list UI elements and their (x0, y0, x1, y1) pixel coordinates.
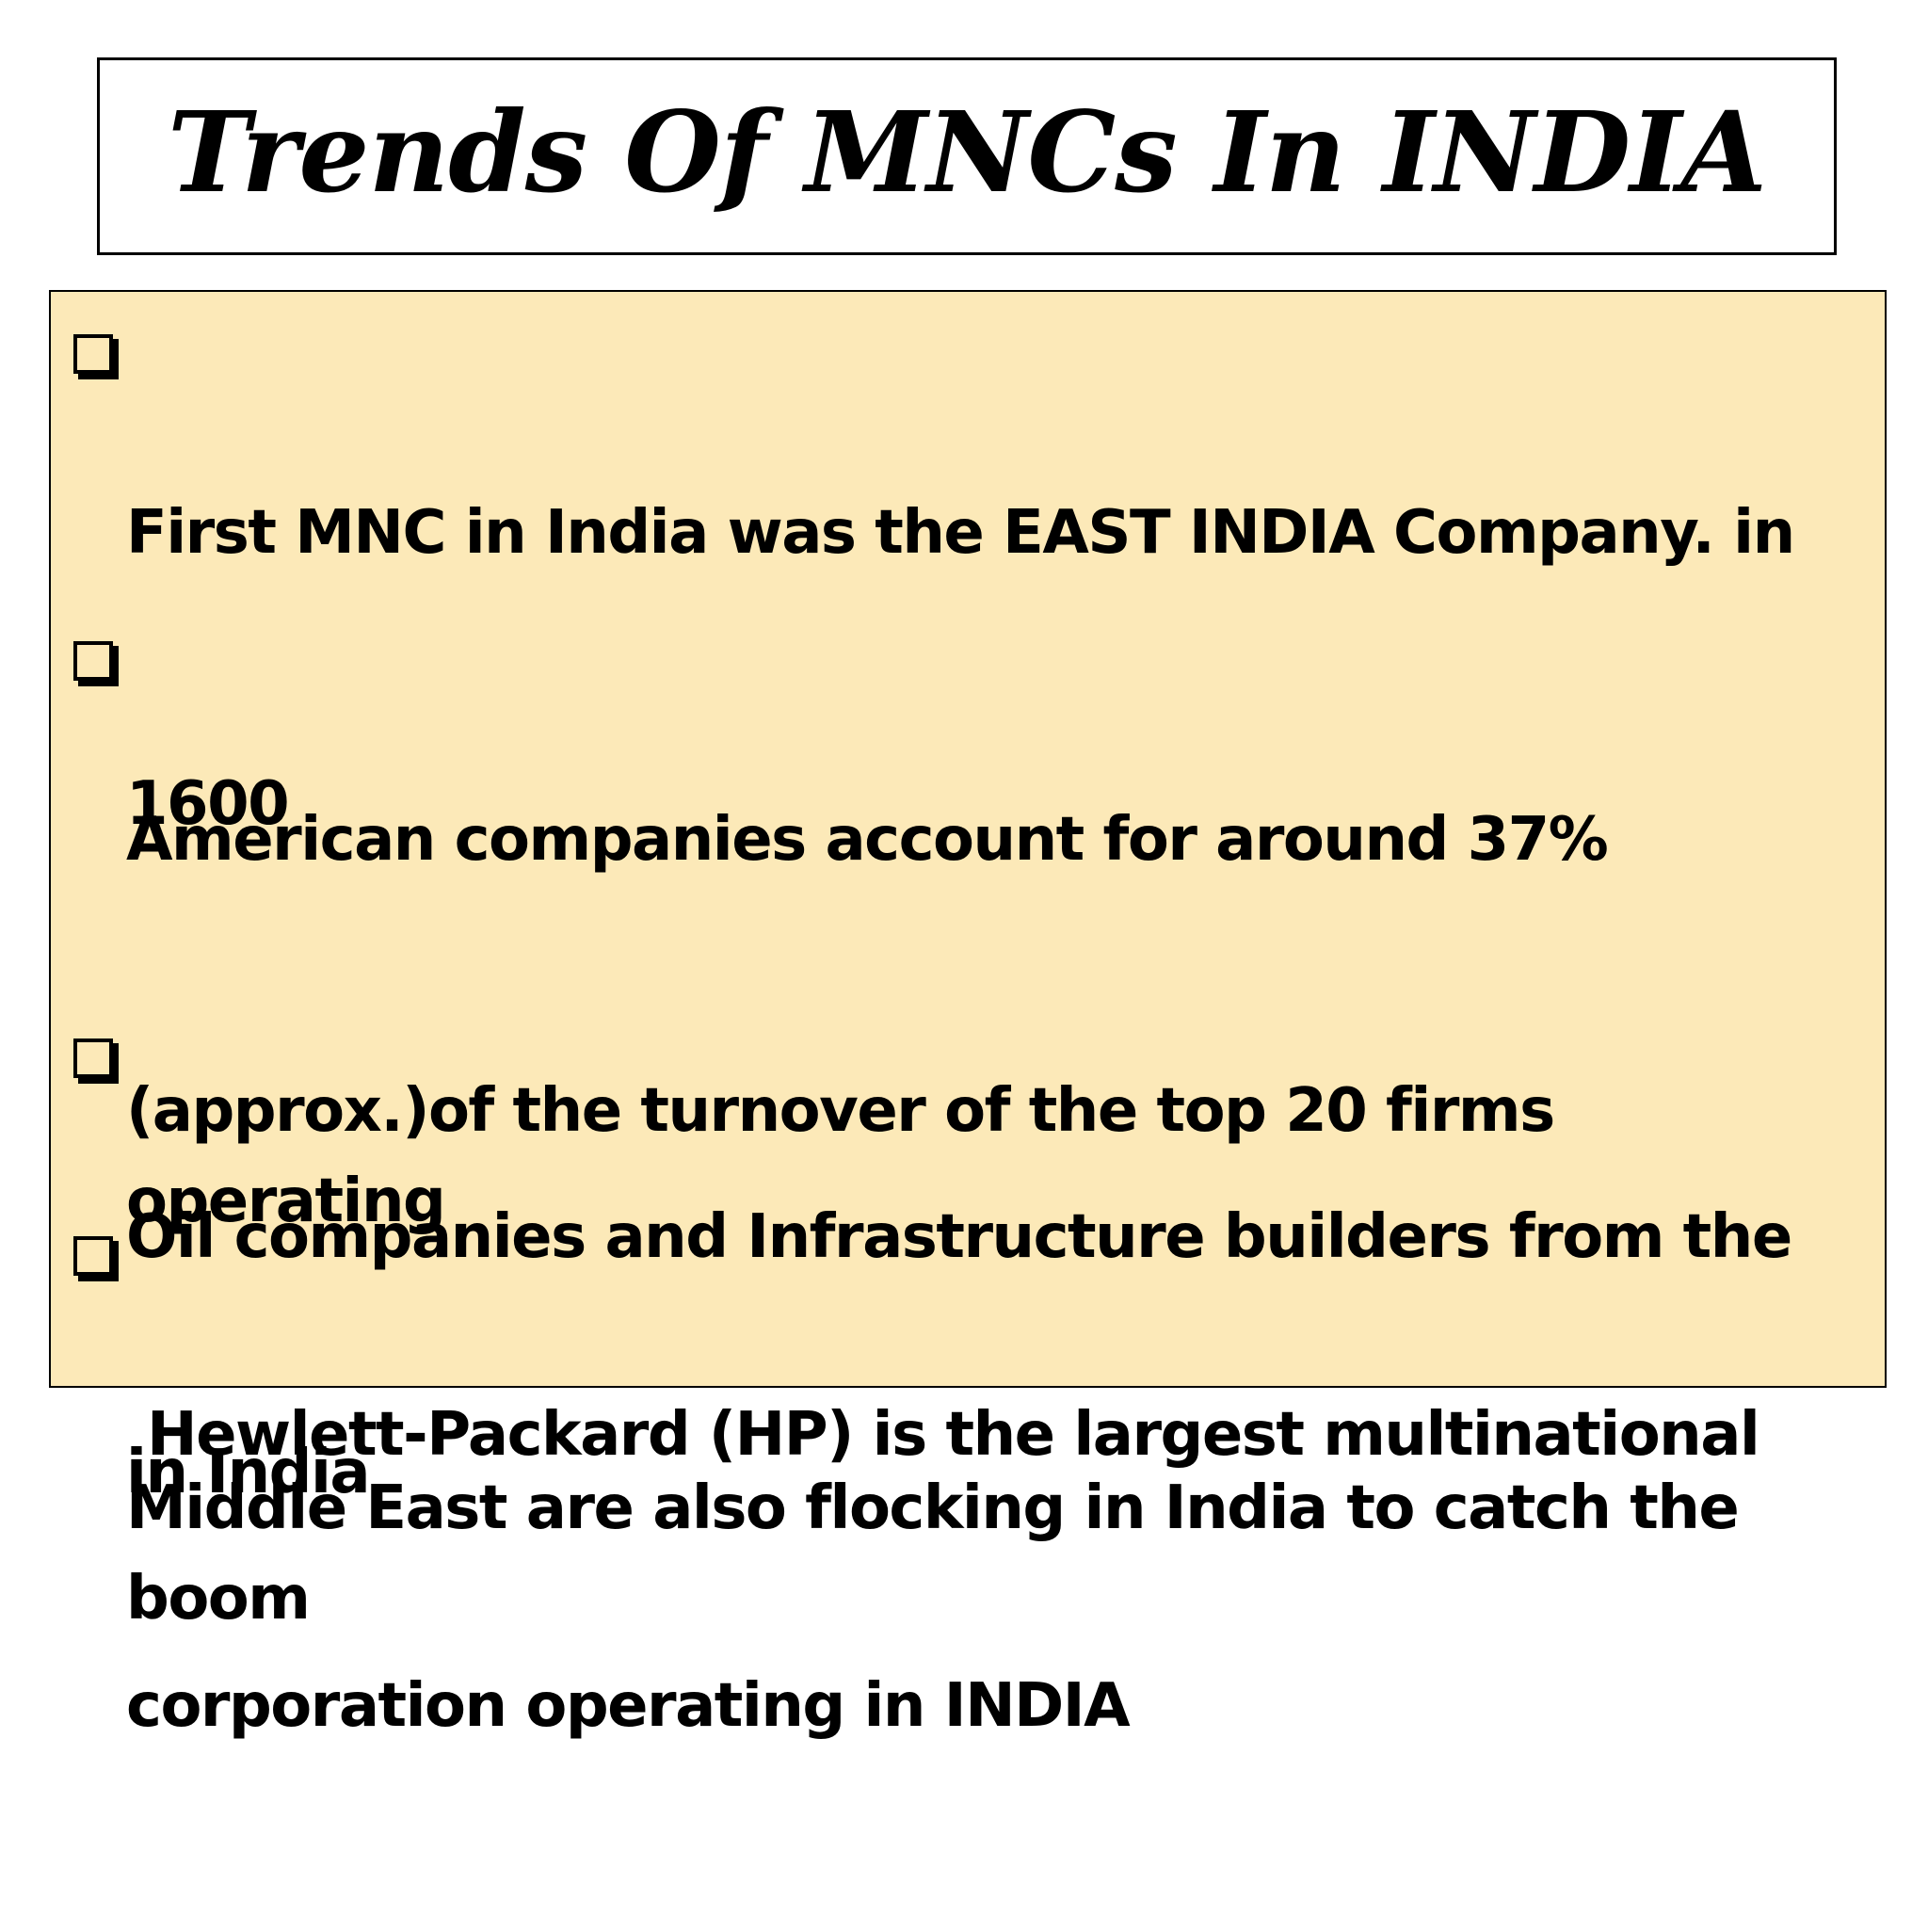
title-box: Trends Of MNCs In INDIA (97, 57, 1837, 255)
checkbox-bullet-icon (73, 334, 119, 379)
bullet-text: First MNC in India was the EAST INDIA Co… (126, 307, 1795, 1030)
bullet-line: Oil companies and Infrastructure builder… (126, 1202, 1792, 1272)
bullet-text: Hewlett-Packard (HP) is the largest mult… (126, 1209, 1760, 1932)
bullet-line: Hewlett-Packard (HP) is the largest mult… (147, 1400, 1760, 1470)
bullet-line: 1600 (126, 769, 290, 839)
bullet-line: American companies account for around 37… (126, 805, 1609, 875)
content-box: First MNC in India was the EAST INDIA Co… (49, 290, 1887, 1741)
bullet-line: First MNC in India was the EAST INDIA Co… (126, 498, 1795, 568)
bullet-item: First MNC in India was the EAST INDIA Co… (73, 307, 1862, 1030)
checkbox-bullet-icon (73, 641, 119, 686)
checkbox-bullet-icon (73, 1038, 119, 1084)
slide-title: Trends Of MNCs In INDIA (167, 86, 1767, 217)
bullet-item: Hewlett-Packard (HP) is the largest mult… (73, 1209, 1862, 1932)
bullet-line: corporation operating in INDIA (126, 1671, 1131, 1741)
bullet-line: (approx.)of the turnover of the top 20 f… (126, 1076, 1574, 1236)
checkbox-bullet-icon (73, 1236, 119, 1281)
